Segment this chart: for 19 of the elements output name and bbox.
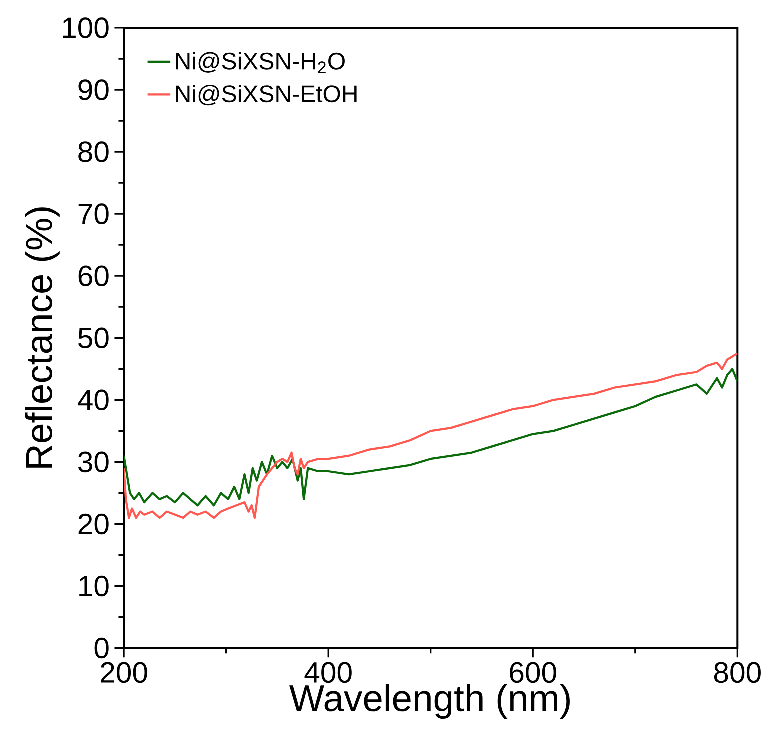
- y-tick-label: 60: [78, 266, 109, 287]
- y-tick-label: 40: [78, 390, 109, 411]
- x-tick-label: 200: [101, 662, 148, 684]
- y-tick-label: 30: [78, 452, 109, 473]
- x-tick-label: 800: [714, 662, 761, 684]
- y-axis-title: Reflectance (%): [25, 208, 60, 468]
- y-tick-label: 90: [78, 80, 109, 101]
- y-tick-label: 0: [94, 638, 109, 659]
- x-tick-label: 400: [304, 662, 352, 684]
- y-tick-label: 50: [78, 328, 109, 349]
- x-tick-label: 600: [510, 662, 556, 684]
- legend-label: Ni@SiXSN-EtOH: [176, 85, 357, 106]
- y-tick-label: 80: [78, 142, 109, 163]
- y-tick-label: 100: [63, 18, 109, 39]
- y-tick-label: 20: [78, 514, 109, 535]
- y-tick-label: 70: [78, 204, 109, 225]
- x-axis-title: Wavelength (nm): [290, 684, 570, 720]
- legend-label: Ni@SiXSN-H$_{2}$O: [176, 52, 345, 74]
- y-tick-label: 10: [80, 576, 109, 597]
